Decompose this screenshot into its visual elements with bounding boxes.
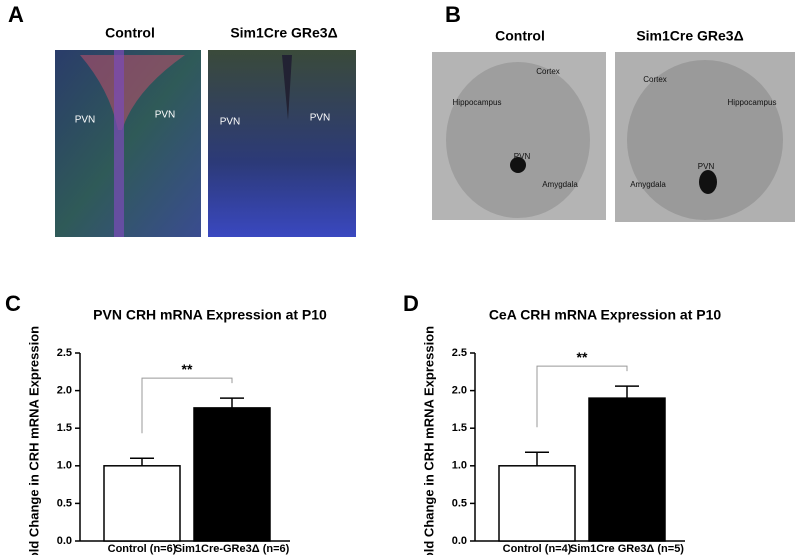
micrograph — [208, 50, 356, 237]
image-label: PVN — [514, 152, 531, 161]
annotation: ** — [577, 349, 588, 365]
bar — [588, 397, 666, 542]
significance-bracket — [141, 377, 233, 434]
signal — [699, 170, 717, 194]
panel-label: A — [8, 2, 24, 27]
image-label: PVN — [75, 115, 96, 126]
x-tick-label: Sim1Cre-GRe3Δ (n=6) — [175, 543, 290, 555]
brain-section — [446, 62, 590, 218]
y-tick-label: 1.0 — [57, 460, 72, 472]
significance-bracket — [536, 365, 628, 428]
y-tick-label: 2.5 — [452, 347, 467, 359]
chart-title: CeA CRH mRNA Expression at P10 — [489, 307, 722, 323]
y-tick-label: 1.5 — [452, 422, 467, 434]
panel-label: D — [403, 291, 419, 316]
ventricle — [282, 55, 292, 120]
y-tick-label: 0.5 — [452, 497, 467, 509]
ventricle — [114, 50, 124, 237]
image-label: PVN — [220, 117, 241, 128]
y-tick-label: 1.0 — [452, 460, 467, 472]
y-tick-label: 2.5 — [57, 347, 72, 359]
y-tick-label: 0.5 — [57, 497, 72, 509]
stain — [80, 55, 185, 130]
x-tick-label: Control (n=4) — [503, 543, 572, 555]
caption: Sim1Cre GRe3Δ — [636, 28, 743, 44]
y-tick-label: 0.0 — [57, 535, 72, 547]
y-axis-label: Fold Change in CRH mRNA Expression — [421, 326, 436, 555]
chart-title: PVN CRH mRNA Expression at P10 — [93, 307, 327, 323]
y-tick-label: 2.0 — [57, 385, 72, 397]
panel-label: B — [445, 2, 461, 27]
brain-section — [627, 60, 783, 220]
y-tick-label: 2.0 — [452, 385, 467, 397]
image-label: PVN — [155, 110, 176, 121]
caption: Control — [495, 28, 545, 44]
image-label: Cortex — [536, 67, 560, 76]
y-axis-label: Fold Change in CRH mRNA Expression — [26, 326, 41, 555]
annotation: ** — [182, 361, 193, 377]
image-label: Hippocampus — [728, 98, 777, 107]
bar — [498, 465, 576, 542]
image-label: Amygdala — [542, 180, 578, 189]
panel-label: C — [5, 291, 21, 316]
y-tick-label: 0.0 — [452, 535, 467, 547]
image-label: PVN — [310, 113, 331, 124]
image-label: Hippocampus — [453, 98, 502, 107]
caption: Control — [105, 25, 155, 41]
image-label: Amygdala — [630, 180, 666, 189]
caption: Sim1Cre GRe3Δ — [230, 25, 337, 41]
y-tick-label: 1.5 — [57, 422, 72, 434]
image-label: PVN — [698, 162, 715, 171]
signal — [510, 157, 526, 173]
image-label: Cortex — [643, 75, 667, 84]
x-tick-label: Sim1Cre GRe3Δ (n=5) — [570, 543, 684, 555]
x-tick-label: Control (n=6) — [108, 543, 177, 555]
bar — [103, 465, 181, 542]
bar — [193, 407, 271, 542]
